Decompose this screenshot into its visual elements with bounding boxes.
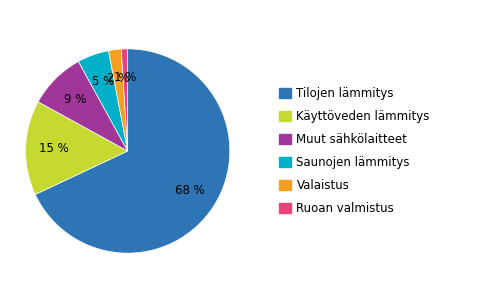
Wedge shape <box>38 62 128 151</box>
Wedge shape <box>121 49 128 151</box>
Wedge shape <box>35 49 230 253</box>
Text: 68 %: 68 % <box>175 184 205 197</box>
Wedge shape <box>26 102 128 194</box>
Text: 15 %: 15 % <box>39 142 69 155</box>
Text: 1 %: 1 % <box>114 71 136 84</box>
Text: 2 %: 2 % <box>107 72 130 85</box>
Wedge shape <box>109 49 128 151</box>
Text: 9 %: 9 % <box>64 92 87 105</box>
Wedge shape <box>79 51 128 151</box>
Legend: Tilojen lämmitys, Käyttöveden lämmitys, Muut sähkölaitteet, Saunojen lämmitys, V: Tilojen lämmitys, Käyttöveden lämmitys, … <box>274 82 435 220</box>
Text: 5 %: 5 % <box>92 75 114 88</box>
